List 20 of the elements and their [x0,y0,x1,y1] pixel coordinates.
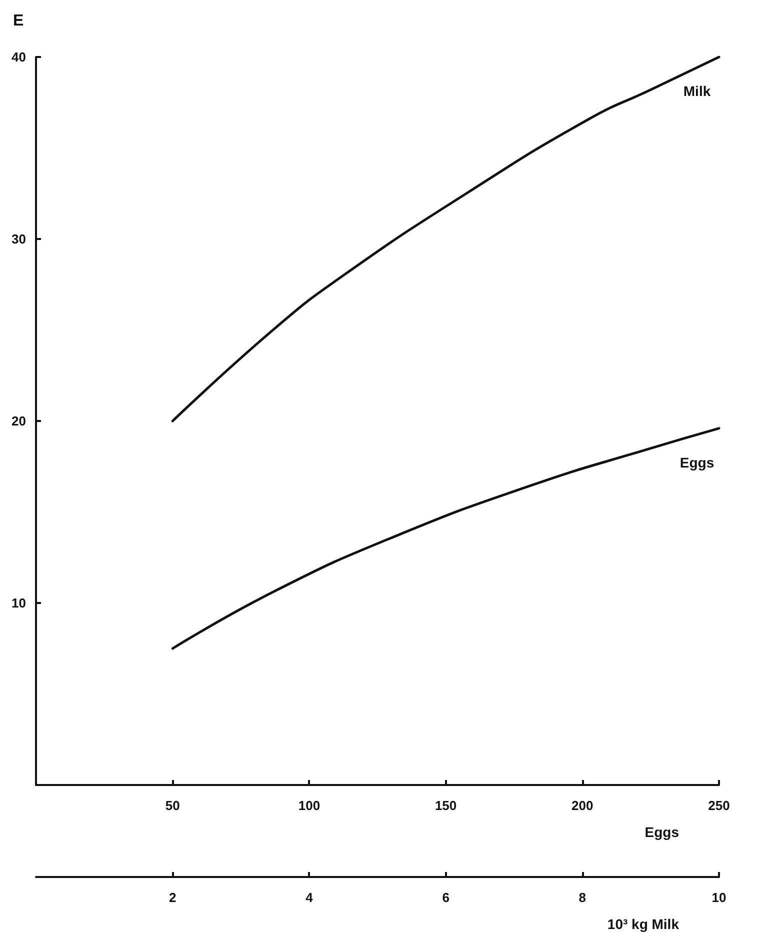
x2-tick-label: 10 [712,890,726,905]
x2-tick-label: 8 [578,890,586,905]
x2-tick-label: 2 [168,890,176,905]
series-label: Milk [683,83,711,99]
y-tick-label: 10 [12,596,26,610]
x-tick-label: 250 [708,798,730,813]
series-label: Eggs [680,454,714,470]
x-tick-label: 150 [434,798,457,813]
x2-tick-label: 6 [442,890,450,905]
y-tick-label: 40 [12,50,26,64]
x-tick-label: 50 [165,798,180,813]
line-series [171,427,720,650]
y-tick-label: 20 [12,414,26,428]
x-tick-label: 200 [572,798,594,813]
x-tick-label: 100 [298,798,320,813]
x2-tick-label: 4 [306,890,314,905]
chart-title: E [13,12,24,30]
x-axis-title: Eggs [644,824,680,840]
x2-axis-title: 10³ kg Milk [607,916,680,932]
y-tick-label: 30 [12,232,26,246]
